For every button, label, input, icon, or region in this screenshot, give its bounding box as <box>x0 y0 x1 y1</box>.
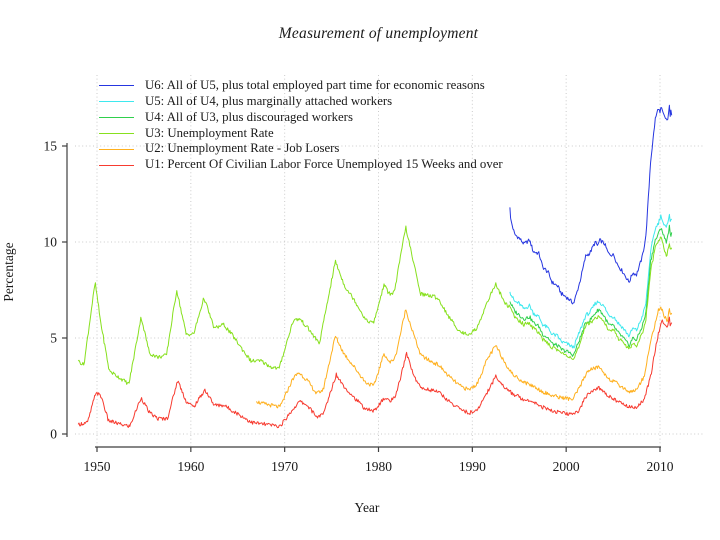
legend-item-u3: U3: Unemployment Rate <box>99 126 503 142</box>
x-tick-label: 1990 <box>459 459 486 474</box>
x-tick-label: 1970 <box>271 459 298 474</box>
legend-line-u1 <box>99 164 134 166</box>
legend-line-u3 <box>99 132 134 134</box>
x-tick-label: 1950 <box>84 459 111 474</box>
x-tick-label: 2000 <box>553 459 580 474</box>
series-line-u5 <box>509 213 673 349</box>
legend-line-u2 <box>99 148 134 150</box>
legend-label-u5: U5: All of U4, plus marginally attached … <box>145 93 393 108</box>
legend-line-u5 <box>99 101 134 103</box>
legend-label-u3: U3: Unemployment Rate <box>145 125 274 140</box>
legend: U6: All of U5, plus total employed part … <box>99 78 503 173</box>
legend-item-u2: U2: Unemployment Rate - Job Losers <box>99 141 503 157</box>
x-tick-label: 2010 <box>646 459 673 474</box>
series-line-u3 <box>77 225 673 385</box>
legend-label-u6: U6: All of U5, plus total employed part … <box>145 78 485 93</box>
chart-title: Measurement of unemployment <box>278 25 479 42</box>
legend-label-u4: U4: All of U3, plus discouraged workers <box>145 109 353 124</box>
y-axis-label: Percentage <box>1 242 16 302</box>
legend-label-u2: U2: Unemployment Rate - Job Losers <box>145 141 340 156</box>
x-tick-label: 1980 <box>365 459 392 474</box>
y-tick-label: 15 <box>44 139 58 154</box>
x-axis-label: Year <box>354 500 380 515</box>
legend-item-u5: U5: All of U4, plus marginally attached … <box>99 94 503 110</box>
x-tick-label: 1960 <box>177 459 204 474</box>
legend-line-u6 <box>99 85 134 87</box>
legend-line-u4 <box>99 117 134 119</box>
legend-item-u1: U1: Percent Of Civilian Labor Force Unem… <box>99 157 503 173</box>
series-line-u6 <box>509 104 673 305</box>
legend-item-u4: U4: All of U3, plus discouraged workers <box>99 110 503 126</box>
legend-item-u6: U6: All of U5, plus total employed part … <box>99 78 503 94</box>
series-line-u2 <box>256 306 673 409</box>
series-line-u1 <box>77 316 673 429</box>
series-line-u4 <box>509 224 673 357</box>
y-tick-label: 0 <box>50 427 57 442</box>
y-tick-label: 10 <box>44 235 58 250</box>
y-tick-label: 5 <box>50 331 57 346</box>
legend-label-u1: U1: Percent Of Civilian Labor Force Unem… <box>145 157 503 172</box>
